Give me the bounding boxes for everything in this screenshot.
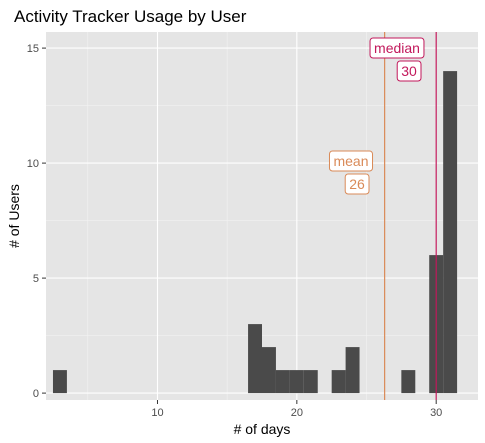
histogram-bar [262,347,276,394]
y-axis-title: # of Users [6,184,22,248]
y-tick-label: 0 [33,388,39,400]
histogram-bar [303,370,318,394]
mean-value-label-text: 26 [349,176,365,192]
x-tick-label: 10 [151,407,163,419]
mean-label-box [328,150,374,172]
y-tick-label: 15 [27,43,39,55]
median-value-label-text: 30 [401,63,417,79]
mean-value-label: 26 [344,173,370,195]
histogram-bar [289,370,304,394]
y-tick-label: 5 [33,273,39,285]
median-value-label: 30 [396,60,422,82]
histogram-bar [401,370,416,394]
chart-title: Activity Tracker Usage by User [14,7,247,26]
histogram-bar [345,347,360,394]
mean-value-label-box [344,173,370,195]
histogram-bar [331,370,346,394]
reference-lines: mean 26 median 30 [328,32,437,400]
histogram-bar [275,370,290,394]
mean-label-text: mean [333,153,368,169]
histogram-bar [52,370,67,394]
median-value-label-box [396,60,422,82]
histogram-bar [443,71,458,394]
median-label-text: median [374,40,420,56]
x-tick-label: 30 [430,407,442,419]
histogram-bar [248,324,262,394]
median-label-box [369,37,425,59]
mean-label: mean [328,150,374,172]
x-axis-title: # of days [234,421,291,437]
axis-ticks: 10 20 30 0 5 10 15 [27,43,443,419]
x-tick-label: 20 [291,407,303,419]
y-tick-label: 10 [27,158,39,170]
median-label: median [369,37,425,59]
bars [52,71,458,394]
